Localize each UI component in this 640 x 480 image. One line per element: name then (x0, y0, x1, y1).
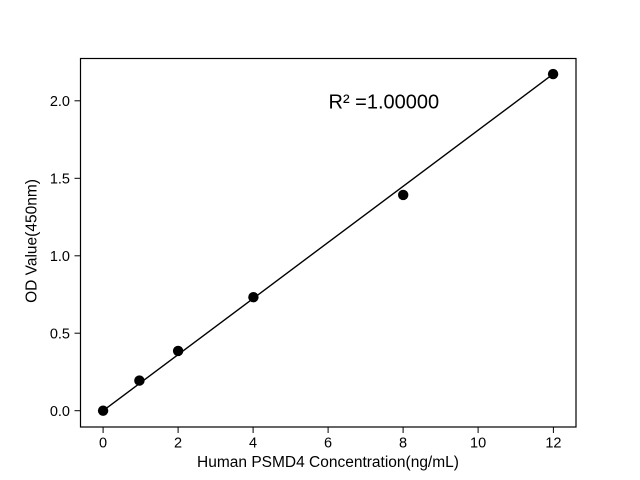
svg-text:12: 12 (545, 436, 561, 452)
svg-text:OD Value(450nm): OD Value(450nm) (24, 179, 41, 303)
svg-text:Human PSMD4 Concentration(ng/m: Human PSMD4 Concentration(ng/mL) (197, 454, 459, 471)
svg-text:1.0: 1.0 (50, 249, 70, 265)
svg-text:10: 10 (470, 436, 486, 452)
svg-text:2: 2 (174, 436, 182, 452)
svg-text:8: 8 (399, 436, 407, 452)
svg-text:0: 0 (99, 436, 107, 452)
svg-text:0.5: 0.5 (50, 327, 70, 343)
svg-text:6: 6 (324, 436, 332, 452)
svg-text:1.5: 1.5 (50, 172, 70, 188)
svg-text:R² =1.00000: R² =1.00000 (329, 92, 440, 114)
svg-text:4: 4 (249, 436, 257, 452)
svg-text:0.0: 0.0 (50, 404, 70, 420)
svg-text:2.0: 2.0 (50, 94, 70, 110)
